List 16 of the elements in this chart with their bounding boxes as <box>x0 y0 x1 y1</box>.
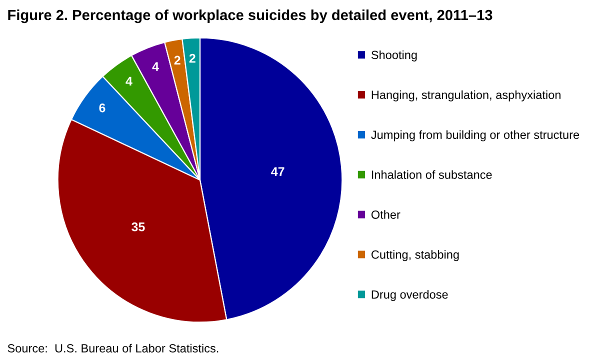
data-label: 4 <box>152 62 159 71</box>
source-note: Source: U.S. Bureau of Labor Statistics. <box>8 344 218 352</box>
legend-label: Other <box>371 210 400 219</box>
data-label: 6 <box>99 103 106 112</box>
legend-label: Shooting <box>371 50 417 62</box>
data-label: 2 <box>174 56 180 65</box>
legend-label: Drug overdose <box>372 290 448 302</box>
chart-title: Figure 2. Percentage of workplace suicides by detailed event, 2011–13 <box>8 9 492 24</box>
data-label: 47 <box>271 167 284 176</box>
data-label: 4 <box>126 76 132 86</box>
data-label: 2 <box>189 54 196 63</box>
legend-label: Hanging, strangulation, asphyxiation <box>372 90 560 102</box>
legend-label: Cutting, stabbing <box>372 250 459 262</box>
legend-label: Jumping from building or other structure <box>371 130 580 142</box>
legend-label: Inhalation of substance <box>372 170 492 179</box>
data-label: 35 <box>132 222 145 232</box>
